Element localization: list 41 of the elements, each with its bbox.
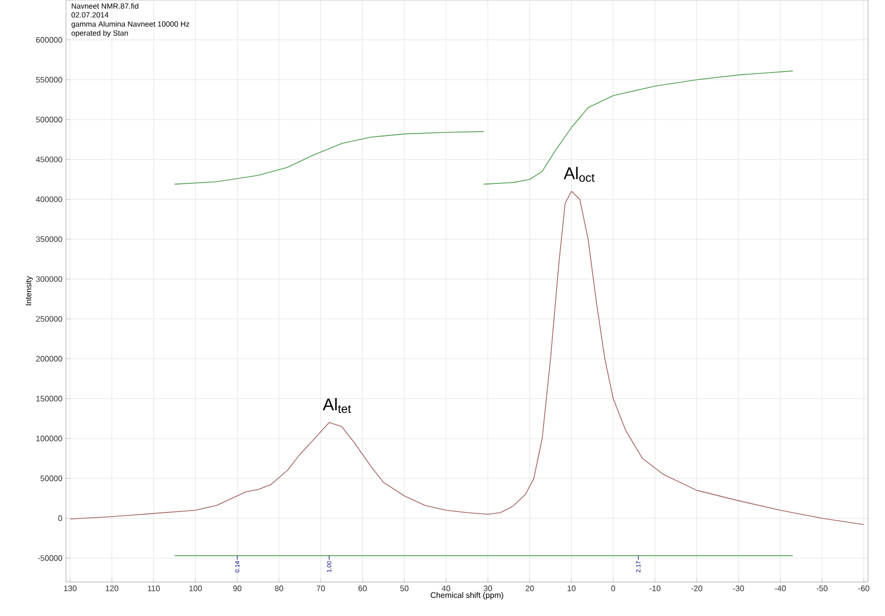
y-tick-label: 600000 [36, 37, 62, 43]
x-tick-label: 40 [442, 586, 450, 592]
y-axis-title: Intensity [25, 276, 33, 306]
y-tick-label: 300000 [36, 276, 62, 282]
x-tick-label: 80 [274, 586, 284, 592]
annotation: Al$_{oct}$ [564, 166, 595, 182]
x-tick-label: -10 [650, 586, 660, 592]
y-tick-label: 350000 [36, 236, 62, 242]
y-tick-label: 250000 [36, 316, 62, 322]
x-tick-label: 30 [484, 586, 492, 592]
y-tick-label: 500000 [36, 116, 62, 122]
x-tick-label: 10 [568, 586, 576, 592]
y-tick-label: -50000 [38, 555, 62, 561]
x-tick-label: 130 [64, 586, 77, 592]
line-series [70, 190, 864, 525]
line-series [483, 70, 794, 185]
x-axis-title: Chemical shift (ppm) [430, 592, 504, 600]
y-tick-label: 0 [58, 515, 62, 522]
y-tick-label: 550000 [36, 76, 62, 83]
annotation: Al$_{tet}$ [322, 398, 351, 414]
y-tick-label: 50000 [40, 476, 62, 482]
x-tick-label: 70 [316, 586, 325, 592]
x-tick-label: 100 [189, 586, 202, 592]
x-tick-label: 50 [400, 586, 408, 592]
x-tick-label: -20 [691, 586, 702, 592]
y-tick-label: 400000 [36, 196, 62, 202]
x-tick-label: -30 [733, 586, 744, 592]
line-series [174, 131, 484, 185]
x-tick-label: -40 [774, 586, 786, 592]
y-tick-label: 200000 [36, 356, 62, 362]
x-tick-label: 0 [611, 586, 616, 592]
x-tick-label: -60 [858, 586, 870, 592]
y-tick-label: 100000 [36, 436, 62, 442]
x-tick-label: 60 [358, 586, 367, 592]
y-tick-label: 150000 [36, 396, 62, 402]
x-tick-label: -50 [816, 586, 828, 592]
x-tick-label: 20 [526, 586, 534, 592]
x-tick-label: 120 [106, 586, 118, 592]
x-tick-label: 90 [233, 586, 242, 592]
x-tick-label: 110 [148, 586, 160, 592]
y-tick-label: 450000 [36, 156, 62, 162]
